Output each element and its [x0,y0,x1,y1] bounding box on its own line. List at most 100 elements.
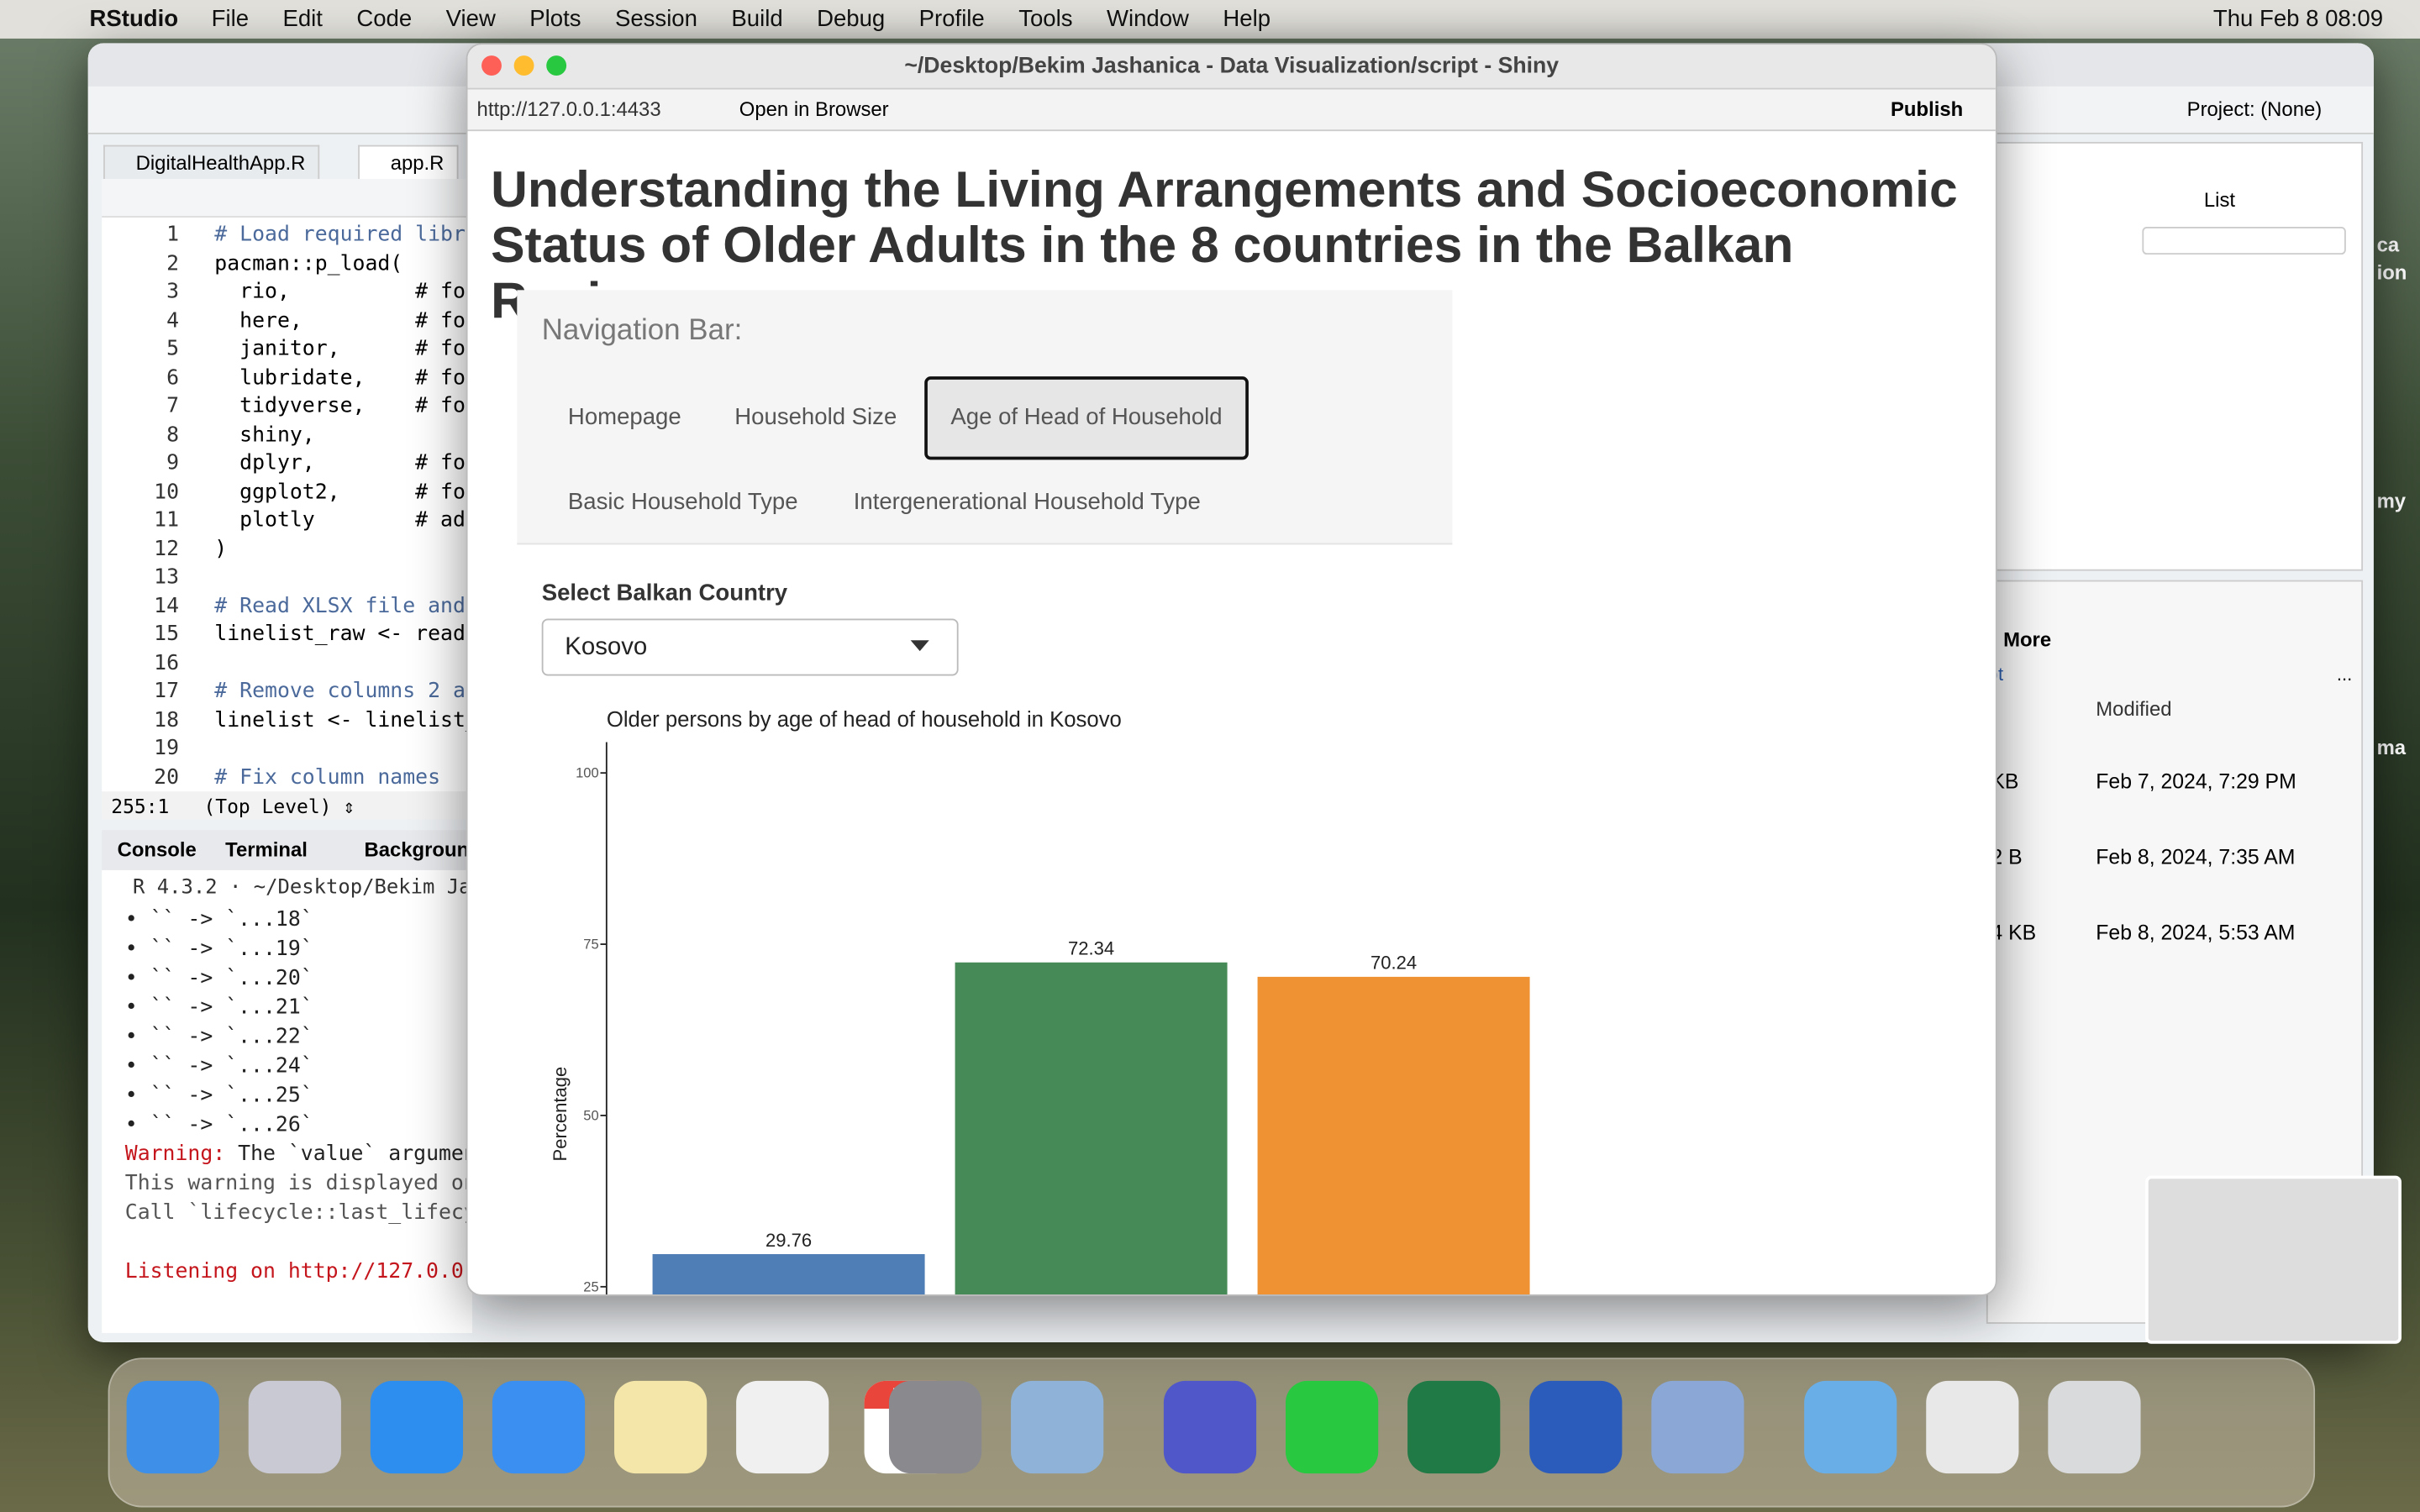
console-tab[interactable]: Terminal [225,837,308,861]
app-name[interactable]: RStudio [89,6,179,33]
dock-icon[interactable] [1529,1380,1623,1474]
console-tabs: Console Terminal Backgroun [102,830,473,870]
desktop-edge: ca ion my ma [2377,232,2407,763]
view-mode[interactable]: List [2203,188,2236,212]
menu-item[interactable]: Tools [1018,6,1073,33]
edge-label: ca [2376,233,2400,256]
y-tick-label: 25 [583,1278,598,1294]
warning-line: Warning: The `value` argument [125,1142,472,1166]
files-menu[interactable]: ... [2336,663,2353,685]
search-box[interactable] [2142,227,2346,255]
nav-tab[interactable]: Household Size [734,404,897,431]
line-number: 18 [154,707,180,732]
dock-icon[interactable] [614,1380,708,1474]
console[interactable]: R 4.3.2 · ~/Desktop/Bekim Jasha • `` -> … [102,869,473,1333]
zoom-button[interactable] [546,55,567,76]
menu-item[interactable]: Profile [918,6,985,33]
dock-icon[interactable] [1286,1380,1379,1474]
nav-tab[interactable]: Basic Household Type [567,489,798,516]
nav-tab[interactable]: Intergenerational Household Type [853,489,1201,516]
line-number: 19 [154,736,180,761]
editor-tab[interactable]: app.R [358,144,458,180]
close-button[interactable] [481,55,502,76]
clock[interactable]: Thu Feb 8 08:09 [2212,6,2384,33]
dock-icon[interactable] [1407,1380,1501,1474]
warning-prefix: Warning: [124,1142,226,1167]
line-number: 14 [154,593,180,618]
code-text: rio, # for [214,279,473,304]
y-tick-label: 75 [583,937,598,953]
code-editor[interactable]: 1 # Load required librar 2 pacman::p_load(3… [102,217,473,792]
menu-item[interactable]: Code [356,6,413,33]
code-text: # Remove columns 2 and [214,679,473,704]
line-number: 9 [166,450,180,475]
dock-icon[interactable] [126,1380,219,1474]
bar [652,1254,925,1295]
status-bar: 255:1 (Top Level) ⇕ [102,791,473,820]
dock-icon[interactable] [1651,1380,1744,1474]
menu-item[interactable]: Plots [529,6,581,33]
url: http://127.0.0.1:4433 [476,97,661,121]
code-text: here, # for [214,307,473,333]
editor-tab[interactable]: DigitalHealthApp.R [103,144,319,180]
dock-icon[interactable] [1926,1380,2019,1474]
selected-country: Kosovo [565,633,648,661]
more-menu[interactable]: More [2003,627,2052,652]
edge-label: ma [2376,736,2407,759]
screenshot-thumbnail[interactable] [2145,1175,2402,1344]
title-bar: ~/Desktop/Bekim Jashanica - Data Visuali… [467,45,1996,90]
code-text: linelist <- linelist_r [214,707,473,732]
console-line: • `` -> `...20` [124,965,313,991]
file-modified: Feb 7, 2024, 7:29 PM [2096,769,2296,794]
menu-item[interactable]: Window [1106,6,1189,33]
chart-title: Older persons by age of head of househol… [607,708,1122,732]
menu-item[interactable]: Help [1223,6,1271,33]
menu-item[interactable]: Build [731,6,783,33]
y-axis-label: Percentage [550,1067,571,1162]
console-line: • `` -> `...26` [124,1112,313,1137]
dock-icon[interactable] [1804,1380,1897,1474]
edge-label: ion [2376,260,2407,284]
line-number: 6 [166,365,180,390]
menu-item[interactable]: Edit [282,6,323,33]
project-menu[interactable]: Project: (None) [2186,97,2323,121]
dock-icon[interactable] [1011,1380,1104,1474]
code-text: ggplot2, # for [214,479,473,504]
bar-chart: Older persons by age of head of househol… [550,708,1530,1295]
dock-icon[interactable] [736,1380,829,1474]
minimize-button[interactable] [513,55,534,76]
menu-item[interactable]: Session [614,6,697,33]
line-number: 10 [154,479,180,504]
column-header[interactable]: Modified [2096,697,2172,721]
dock-icon[interactable] [492,1380,586,1474]
nav-tab[interactable]: Homepage [567,404,681,431]
scope[interactable]: (Top Level) ⇕ [203,794,355,818]
line-number: 1 [166,222,180,247]
window-title: ~/Desktop/Bekim Jashanica - Data Visuali… [904,54,1560,79]
dock-icon[interactable] [248,1380,341,1474]
line-number: 8 [166,422,180,447]
menu-item[interactable]: View [445,6,496,33]
dock-icon[interactable] [888,1380,982,1474]
console-line: • `` -> `...25` [124,1083,313,1108]
publish-button[interactable]: Publish [1891,97,1964,121]
file-modified: Feb 8, 2024, 7:35 AM [2096,845,2296,869]
open-in-browser[interactable]: Open in Browser [739,97,889,121]
code-text: plotly # addi [214,507,473,533]
editor-tabs: DigitalHealthApp.R app.R [103,142,489,180]
viewer-toolbar: http://127.0.0.1:4433 Open in Browser Pu… [467,89,1996,132]
country-select[interactable]: Kosovo [541,618,959,676]
console-tab[interactable]: Backgroun [364,837,470,861]
menu-bar: RStudio Thu Feb 8 08:09 File Edit Code View… [0,0,2420,39]
dock-icon[interactable] [1163,1380,1257,1474]
console-tab[interactable]: Console [117,837,197,861]
dock-icon[interactable] [370,1380,464,1474]
dock-icon[interactable] [2048,1380,2141,1474]
nav-tab[interactable]: Age of Head of Household [924,376,1249,460]
menu-item[interactable]: Debug [817,6,886,33]
y-tick-label: 50 [583,1107,598,1123]
line-number: 4 [166,307,180,333]
menu-item[interactable]: File [211,6,250,33]
shiny-window: ~/Desktop/Bekim Jashanica - Data Visuali… [466,43,1997,1296]
select-label: Select Balkan Country [541,580,788,606]
